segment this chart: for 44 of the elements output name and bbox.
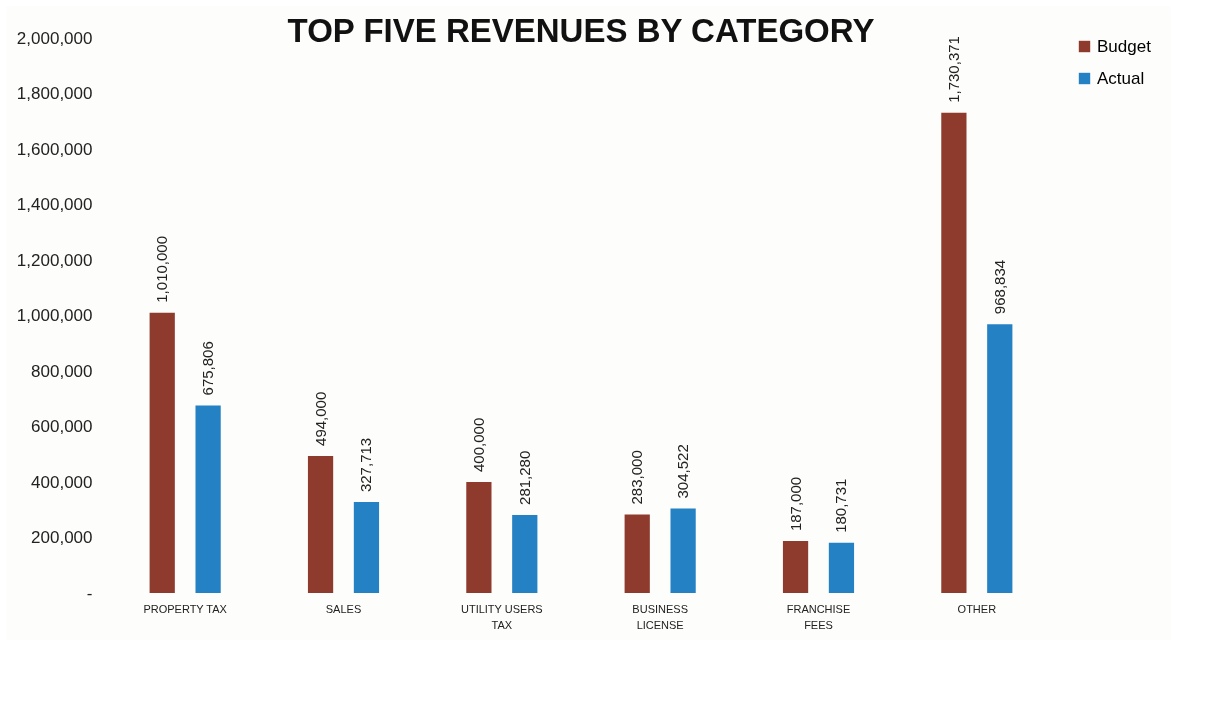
- y-tick-label: 1,800,000: [16, 84, 93, 103]
- y-tick-label: 1,200,000: [16, 250, 93, 270]
- y-tick-label: 1,400,000: [16, 195, 93, 214]
- bar: [195, 405, 221, 593]
- data-label: 327,713: [357, 437, 375, 493]
- x-tick-label: SALES: [325, 602, 362, 615]
- bar: [941, 112, 967, 593]
- bar: [353, 502, 380, 593]
- bar: [149, 312, 175, 593]
- y-tick-label: 1,600,000: [16, 139, 93, 159]
- data-label: 304,522: [674, 444, 692, 499]
- data-label: 281,280: [515, 450, 533, 505]
- data-label: 675,806: [199, 341, 217, 396]
- x-tick-label: PROPERTY TAX: [143, 602, 228, 615]
- y-tick-label: 200,000: [31, 528, 93, 547]
- y-tick-label: 2,000,000: [16, 28, 93, 48]
- data-label: 1,010,000: [153, 235, 171, 303]
- data-label: 283,000: [628, 450, 646, 505]
- y-tick-label: 400,000: [31, 472, 93, 492]
- y-tick-label: 800,000: [31, 361, 93, 381]
- legend-label: Budget: [1097, 36, 1152, 56]
- data-label: 187,000: [786, 476, 804, 532]
- y-tick-label: 1,000,000: [16, 306, 93, 325]
- x-tick-label: BUSINESS LICENSE: [632, 602, 688, 631]
- bar: [670, 508, 696, 593]
- x-tick-label: UTILITY USERS TAX: [460, 602, 543, 631]
- data-label: 968,834: [990, 259, 1008, 315]
- data-label: 494,000: [311, 391, 329, 446]
- chart-title: TOP FIVE REVENUES BY CATEGORY: [287, 12, 875, 49]
- x-tick-label: FRANCHISE FEES: [786, 602, 851, 631]
- data-label: 1,730,371: [944, 36, 962, 103]
- bar: [828, 542, 855, 593]
- bar: [987, 324, 1013, 593]
- x-tick-label: OTHER: [957, 602, 997, 615]
- bar: [466, 482, 492, 593]
- y-tick-label: 600,000: [31, 417, 93, 436]
- bar: [782, 541, 809, 593]
- legend-label: Actual: [1097, 68, 1145, 88]
- y-tick-label: -: [86, 583, 93, 603]
- bar: [307, 455, 334, 593]
- data-label: 400,000: [469, 417, 487, 472]
- data-label: 180,731: [832, 478, 850, 533]
- bar: [512, 514, 538, 593]
- bar: [624, 514, 650, 593]
